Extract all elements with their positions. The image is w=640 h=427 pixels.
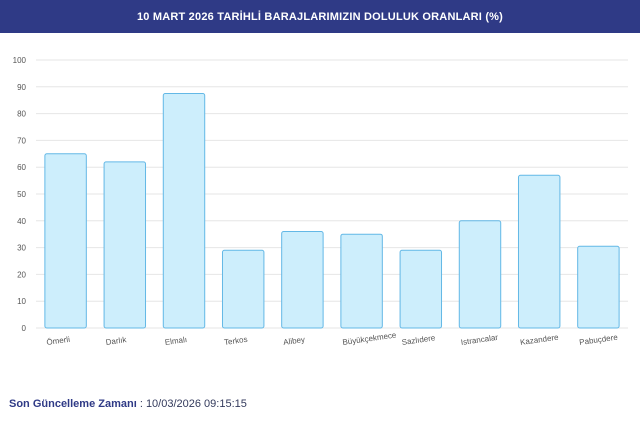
- x-category-label: Kazandere: [520, 333, 560, 347]
- x-category-label: Pabuçdere: [579, 333, 619, 347]
- bar-6[interactable]: [340, 233, 383, 329]
- y-tick-label: 50: [17, 190, 26, 199]
- last-updated-value: 10/03/2026 09:15:15: [145, 398, 247, 410]
- x-category-label: Istrancalar: [460, 333, 499, 347]
- y-tick-label: 60: [17, 163, 26, 172]
- bar-1[interactable]: [44, 153, 87, 329]
- x-category-label: Darlık: [105, 335, 128, 347]
- chart-header: 10 MART 2026 TARİHLİ BARAJLARIMIZIN DOLU…: [0, 0, 640, 33]
- x-category-label: Elmalı: [164, 335, 187, 347]
- y-tick-label: 70: [17, 136, 26, 145]
- y-tick-label: 0: [22, 324, 27, 333]
- y-tick-label: 20: [17, 270, 26, 279]
- bar-5[interactable]: [281, 231, 324, 329]
- last-updated: Son Güncelleme Zamanı : 10/03/2026 09:15…: [9, 398, 247, 410]
- y-tick-label: 100: [13, 56, 27, 65]
- y-tick-label: 30: [17, 244, 26, 253]
- bar-2[interactable]: [103, 161, 147, 329]
- y-tick-label: 90: [17, 83, 26, 92]
- bar-10[interactable]: [577, 245, 620, 329]
- y-tick-label: 80: [17, 110, 26, 119]
- x-category-label: Ömerli: [46, 335, 71, 347]
- bar-chart: 0 10 20 30 40 50 60 70 80 90 100 Ömerli Darlık Elmalı…: [13, 56, 628, 347]
- bar-8[interactable]: [458, 220, 502, 329]
- y-tick-label: 40: [17, 217, 26, 226]
- y-tick-label: 10: [17, 297, 26, 306]
- x-category-label: Terkos: [224, 335, 249, 347]
- last-updated-label: Son Güncelleme Zamanı: [9, 398, 137, 410]
- x-category-label: Sazlıdere: [401, 333, 436, 347]
- x-category-label: Büyükçekmece: [342, 330, 398, 347]
- bar-3[interactable]: [162, 93, 206, 329]
- bar-9[interactable]: [517, 174, 561, 329]
- bar-4[interactable]: [221, 249, 265, 329]
- x-category-label: Alibey: [283, 335, 306, 347]
- bar-7[interactable]: [399, 249, 443, 329]
- last-updated-separator: :: [136, 398, 146, 410]
- chart-title: 10 MART 2026 TARİHLİ BARAJLARIMIZIN DOLU…: [136, 10, 504, 23]
